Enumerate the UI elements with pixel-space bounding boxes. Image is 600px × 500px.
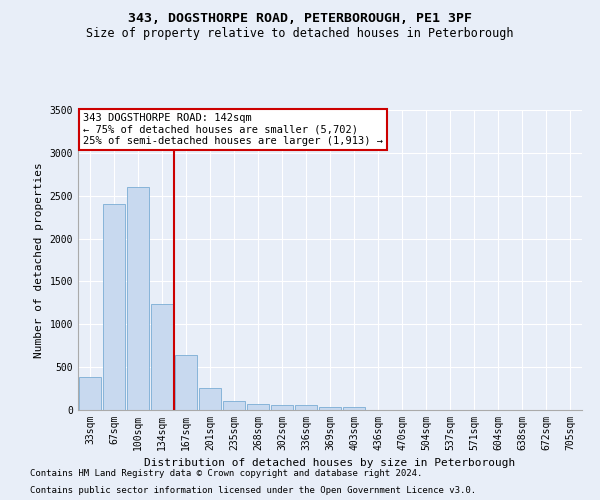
Text: Contains public sector information licensed under the Open Government Licence v3: Contains public sector information licen…	[30, 486, 476, 495]
Bar	[319, 407, 341, 410]
Bar	[247, 404, 269, 410]
Text: 343 DOGSTHORPE ROAD: 142sqm
← 75% of detached houses are smaller (5,702)
25% of : 343 DOGSTHORPE ROAD: 142sqm ← 75% of det…	[83, 113, 383, 146]
Bar	[127, 187, 149, 410]
Bar	[79, 376, 101, 410]
Bar	[199, 388, 221, 410]
Text: 343, DOGSTHORPE ROAD, PETERBOROUGH, PE1 3PF: 343, DOGSTHORPE ROAD, PETERBOROUGH, PE1 …	[128, 12, 472, 26]
Bar	[151, 304, 173, 410]
Text: Size of property relative to detached houses in Peterborough: Size of property relative to detached ho…	[86, 28, 514, 40]
Bar	[103, 204, 125, 410]
Text: Contains HM Land Registry data © Crown copyright and database right 2024.: Contains HM Land Registry data © Crown c…	[30, 468, 422, 477]
X-axis label: Distribution of detached houses by size in Peterborough: Distribution of detached houses by size …	[145, 458, 515, 468]
Bar	[175, 355, 197, 410]
Bar	[343, 408, 365, 410]
Bar	[271, 405, 293, 410]
Bar	[223, 402, 245, 410]
Bar	[295, 406, 317, 410]
Y-axis label: Number of detached properties: Number of detached properties	[34, 162, 44, 358]
